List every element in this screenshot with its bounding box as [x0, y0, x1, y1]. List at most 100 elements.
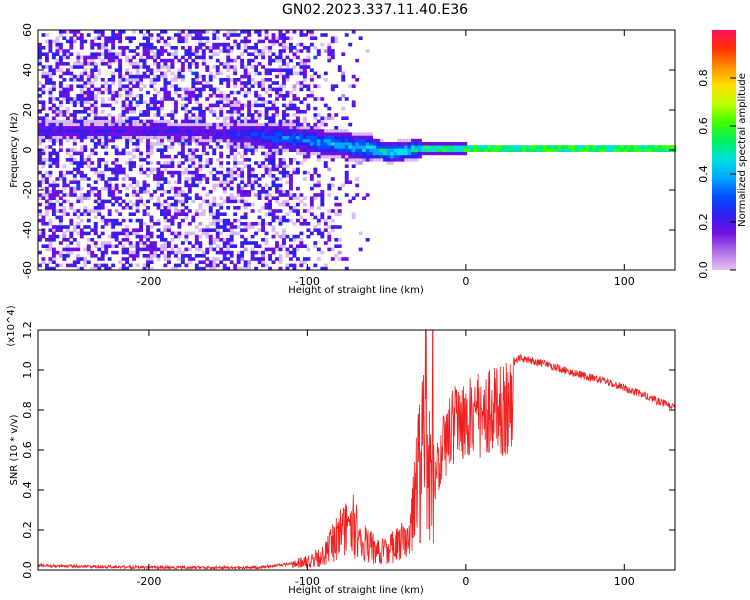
- spectrogram-cell: [240, 62, 245, 66]
- spectrogram-cell: [142, 122, 147, 127]
- spectrogram-cell: [236, 90, 241, 95]
- spectrogram-cell: [97, 135, 102, 140]
- spectrogram-cell: [170, 158, 175, 162]
- spectrogram-cell: [271, 180, 276, 184]
- spectrogram-cell: [334, 142, 339, 146]
- spectrogram-cell: [58, 46, 63, 50]
- spectrogram-cell: [285, 142, 290, 146]
- spectrogram-cell: [111, 122, 116, 127]
- spectrogram-cell: [271, 260, 276, 264]
- spectrogram-cell: [334, 238, 339, 242]
- spectrogram-cell: [79, 39, 84, 44]
- spectrogram-cell: [173, 126, 178, 130]
- spectrogram-cell: [58, 122, 63, 127]
- spectrogram-cell: [564, 145, 569, 149]
- spectrogram-cell: [128, 74, 133, 79]
- spectrogram-cell: [44, 122, 49, 127]
- spectrogram-cell: [306, 266, 311, 271]
- spectrogram-cell: [278, 266, 283, 271]
- spectrogram-cell: [86, 238, 91, 242]
- spectrogram-cell: [128, 132, 133, 136]
- spectrogram-cell: [302, 135, 307, 140]
- spectrogram-cell: [337, 244, 342, 248]
- spectrogram-cell: [166, 170, 171, 175]
- colorbar-ticks: 0.00.20.40.60.8: [697, 69, 736, 279]
- spectrogram-cell: [355, 148, 360, 152]
- spectrogram-cell: [132, 231, 137, 236]
- spectrogram-cell: [233, 199, 238, 204]
- spectrogram-cell: [215, 234, 220, 239]
- spectrogram-cell: [173, 263, 178, 268]
- spectrogram-cell: [330, 135, 335, 140]
- spectrogram-cell: [44, 126, 49, 130]
- spectrogram-cell: [111, 186, 116, 191]
- spectrogram-cell: [411, 158, 415, 162]
- spectrogram-cell: [65, 90, 70, 95]
- spectrogram-cell: [299, 81, 304, 85]
- spectrogram-cell: [139, 122, 143, 127]
- spectrogram-cell: [100, 90, 105, 95]
- spectrogram-cell: [173, 206, 178, 210]
- spectrogram-cell: [271, 167, 276, 172]
- spectrogram-cell: [194, 247, 199, 252]
- spectrogram-cell: [233, 81, 238, 85]
- spectrogram-cell: [282, 39, 286, 44]
- spectrogram-cell: [38, 196, 42, 200]
- spectrogram-cell: [219, 138, 224, 143]
- spectrogram-cell: [323, 241, 328, 245]
- spectrogram-cell: [118, 65, 123, 69]
- spectrogram-cell: [480, 148, 485, 152]
- snr-y-tick-label: 0.6: [21, 441, 34, 459]
- spectrogram-cell: [623, 145, 628, 149]
- spectrogram-cell: [114, 52, 119, 56]
- spectrogram-cell: [226, 222, 231, 226]
- spectrogram-x-label: Height of straight line (km): [288, 285, 424, 296]
- spectrogram-cell: [41, 129, 46, 133]
- spectrogram-cell: [295, 247, 300, 252]
- spectrogram-cell: [247, 190, 252, 194]
- spectrogram-cell: [125, 161, 130, 165]
- spectrogram-cell: [288, 142, 293, 146]
- spectrogram-cell: [219, 196, 224, 200]
- spectrogram-cell: [76, 170, 81, 175]
- spectrogram-cell: [585, 145, 590, 149]
- spectrogram-cell: [166, 250, 171, 255]
- spectrogram-cell: [205, 177, 210, 181]
- spectrogram-cell: [86, 177, 91, 181]
- spectrogram-cell: [163, 215, 168, 220]
- spectrogram-cell: [51, 97, 56, 101]
- spectrogram-cell: [173, 209, 178, 213]
- spectrogram-cell: [414, 158, 419, 162]
- spectrogram-cell: [208, 129, 213, 133]
- spectrogram-cell: [282, 122, 286, 127]
- spectrogram-cell: [65, 148, 70, 152]
- spectrogram-cell: [275, 58, 279, 63]
- spectrogram-cell: [226, 97, 231, 101]
- spectrogram-cell: [83, 148, 88, 152]
- spectrogram-cell: [302, 196, 307, 200]
- spectrogram-cell: [212, 138, 217, 143]
- spectrogram-cell: [644, 148, 649, 152]
- spectrogram-cell: [264, 158, 269, 162]
- spectrogram-cell: [104, 122, 109, 127]
- spectrogram-cell: [215, 202, 220, 207]
- spectrogram-cell: [170, 247, 175, 252]
- spectrogram-cell: [142, 183, 147, 188]
- spectrogram-cell: [48, 87, 53, 92]
- spectrogram-cell: [226, 103, 231, 108]
- spectrogram-cell: [288, 132, 293, 136]
- colorbar: 0.00.20.40.60.8 Normalized spectral ampl…: [697, 30, 748, 279]
- spectrogram-cell: [146, 42, 150, 47]
- spectrogram-cell: [295, 116, 300, 120]
- spectrogram-cell: [320, 42, 325, 47]
- spectrogram-cell: [271, 100, 276, 104]
- spectrogram-cell: [51, 71, 56, 76]
- spectrogram-cell: [48, 94, 53, 98]
- spectrogram-cell: [592, 148, 597, 152]
- spectrogram-cell: [264, 154, 269, 159]
- spectrogram-cell: [240, 228, 245, 232]
- spectrogram-cell: [282, 78, 286, 82]
- spectrogram-cell: [292, 266, 297, 271]
- spectrogram-cell: [295, 119, 300, 124]
- spectrogram-cell: [48, 190, 53, 194]
